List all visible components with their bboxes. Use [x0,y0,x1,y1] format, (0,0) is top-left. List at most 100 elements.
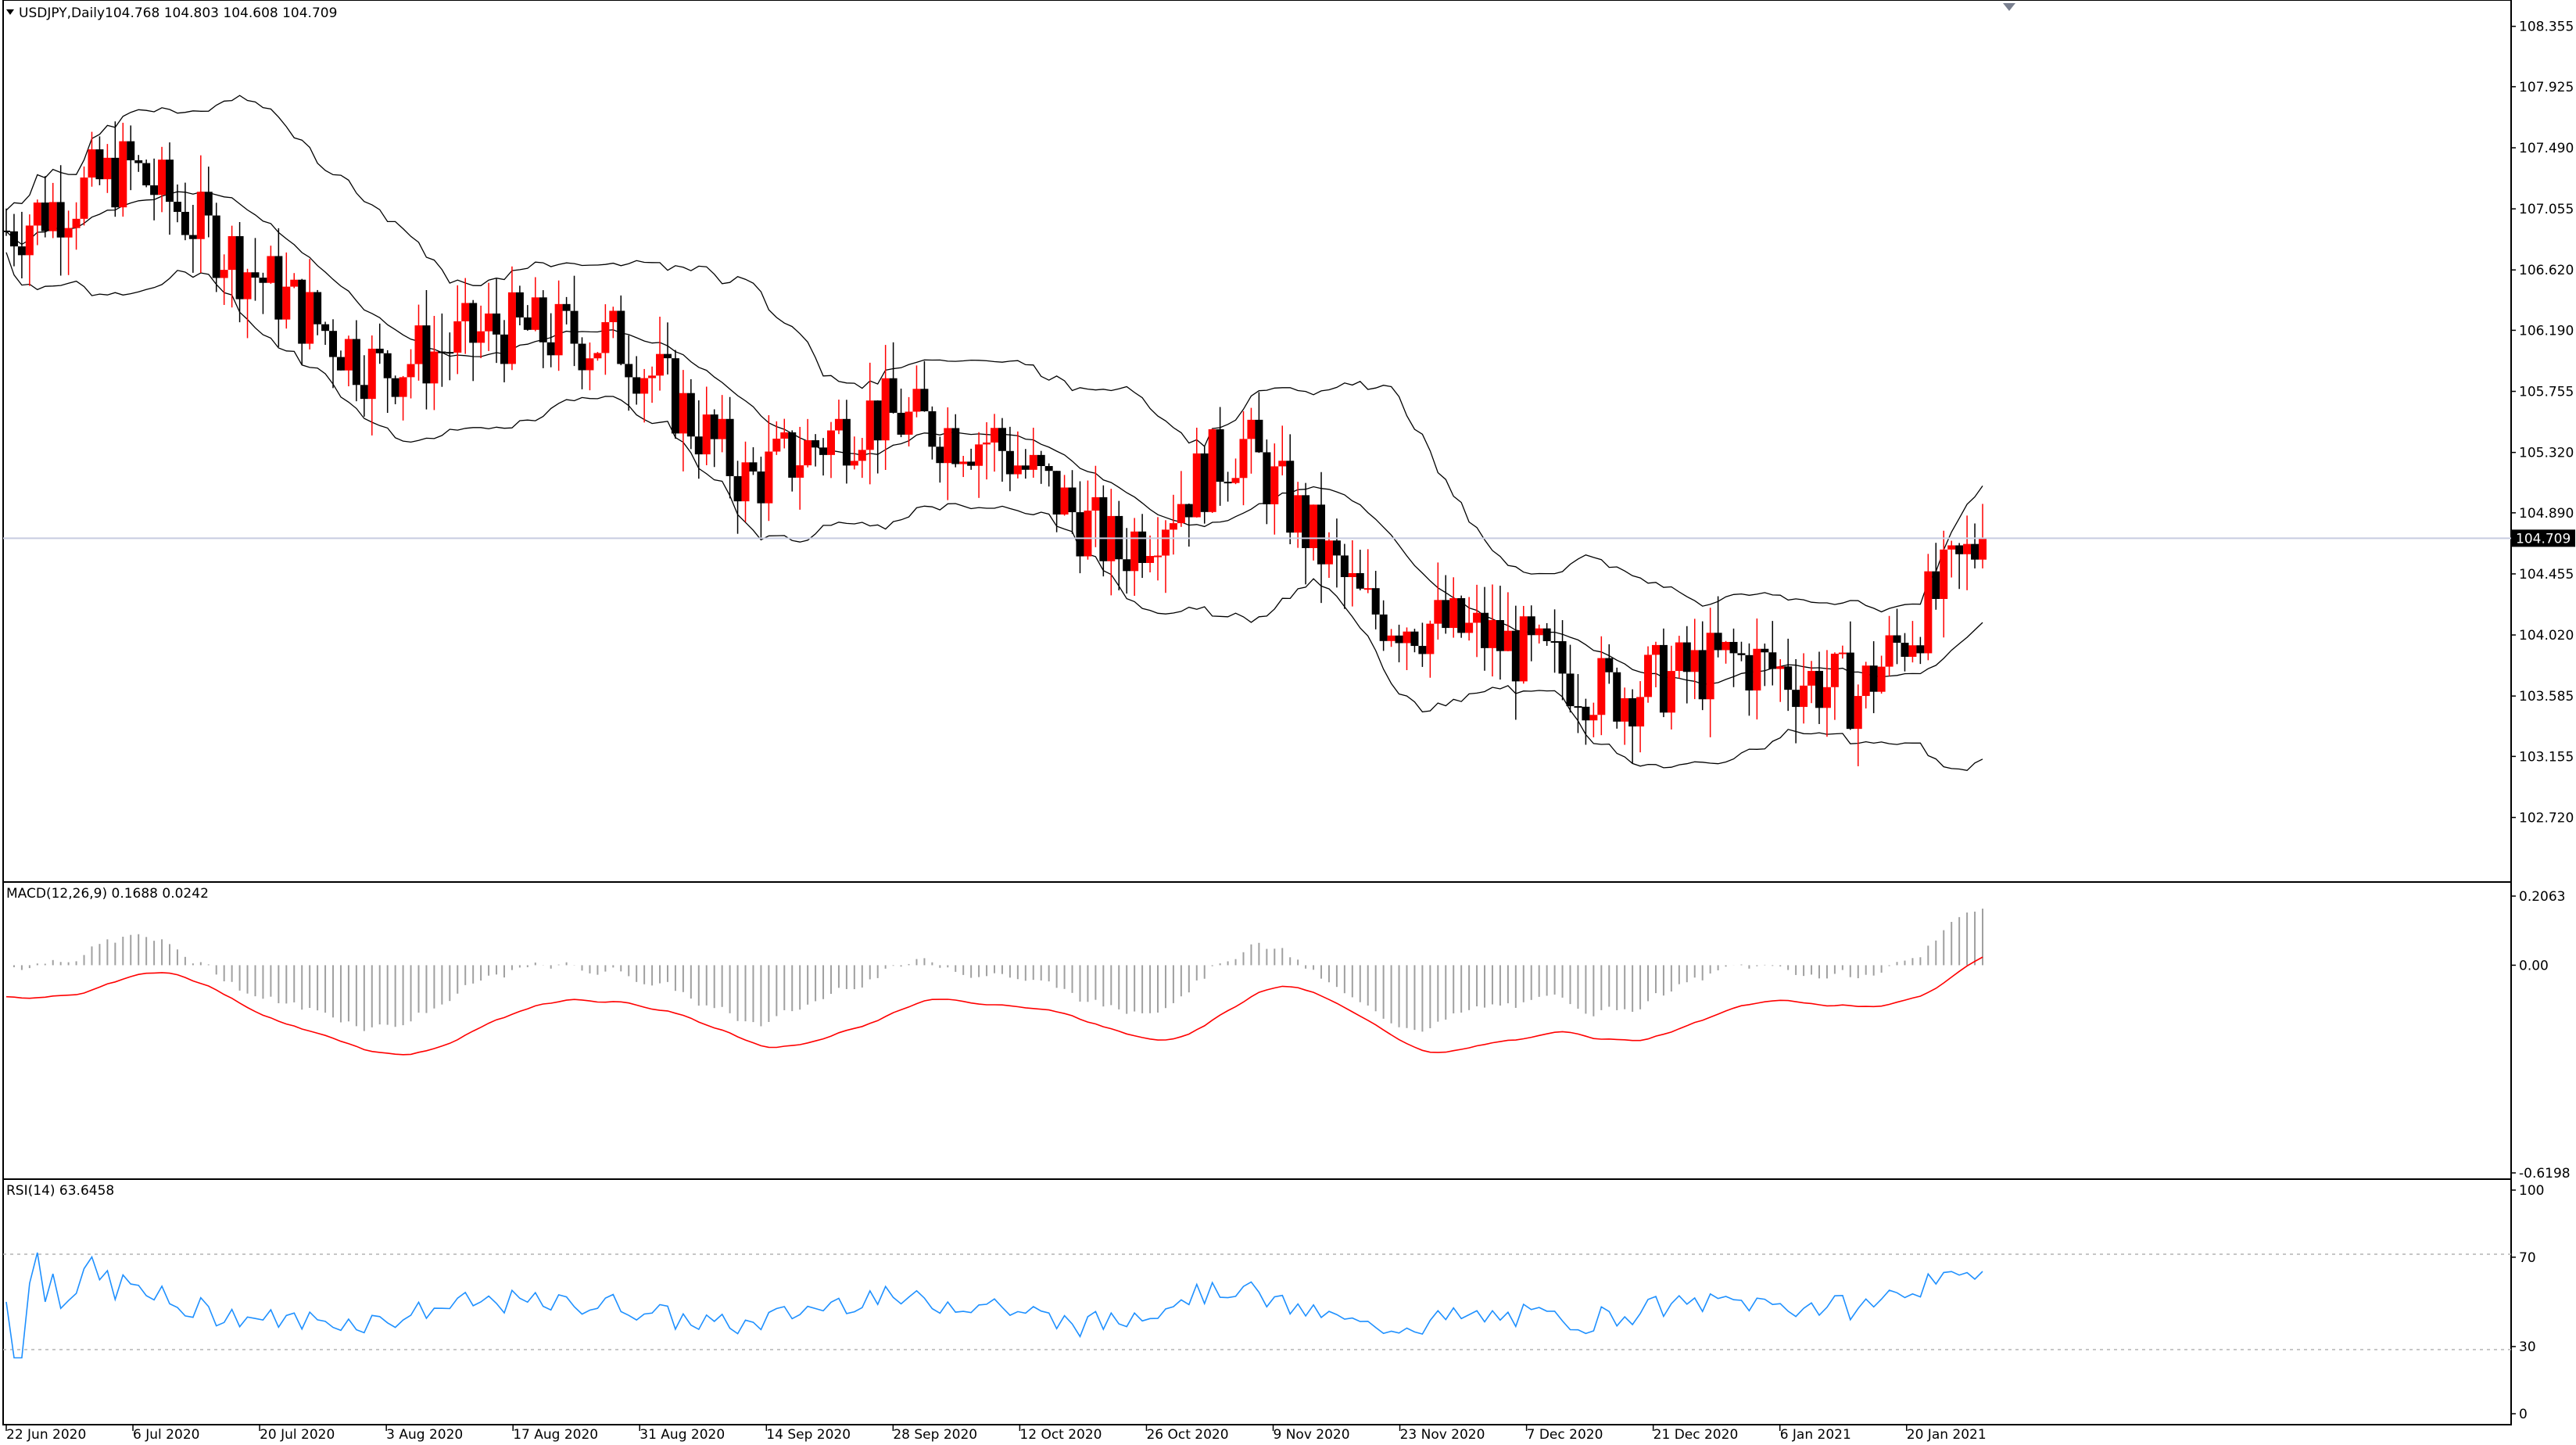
candle-body [826,430,835,455]
candle-body [507,292,516,364]
current-price-label: 104.709 [2516,531,2571,547]
candle-body [998,428,1006,451]
price-tick-label: 105.755 [2519,385,2574,400]
candle-body [1651,644,1660,655]
candle-body [1154,555,1163,558]
candle-body [1955,545,1964,554]
candle-body [204,192,213,216]
candle-body [1675,642,1683,672]
candle-body [399,377,407,397]
candle-body [570,310,579,344]
candle-body [306,292,314,344]
candle-body [1426,623,1435,654]
candle-body [17,246,26,256]
candle-body [554,303,563,356]
macd-label: MACD(12,26,9) 0.1688 0.0242 [6,886,209,902]
candle-body [1278,461,1287,467]
candle-body [625,364,633,378]
candle-body [1792,690,1800,708]
candle-body [1403,631,1411,644]
candle-body [1457,597,1466,633]
date-tick-label: 22 Jun 2020 [6,1427,86,1443]
candle-body [562,303,571,311]
date-tick-label: 28 Sep 2020 [893,1427,977,1443]
candle-body [9,231,18,247]
candle-body [375,348,384,353]
candle-body [111,157,120,208]
candle-body [414,325,423,364]
candle-body [1263,452,1271,504]
macd-histogram [13,909,1983,1032]
candle-body [640,378,649,394]
candle-body [656,353,665,376]
candle-body [1286,461,1295,533]
candle-body [1013,465,1022,475]
candle-body [453,321,462,353]
candle-body [220,270,228,278]
price-tick-label: 104.020 [2519,628,2574,644]
candle-body [422,325,431,384]
candle-body [804,440,812,466]
candle-body [1216,428,1224,482]
candle-body [1503,630,1512,651]
candle-body [1255,419,1263,453]
price-tick-label: 104.455 [2519,567,2574,583]
price-tick-label: 103.585 [2519,689,2574,705]
candle-body [765,451,773,504]
candle-body [1971,543,1979,560]
candle-body [290,279,299,287]
candle-body [1745,654,1754,691]
candle-body [1542,628,1551,641]
candle-body [1449,597,1458,629]
date-tick-label: 6 Jan 2021 [1780,1427,1851,1443]
candle-body [1348,572,1356,578]
candle-body [127,141,135,161]
chart-shift-marker-icon[interactable] [2003,3,2015,11]
candle-body [1737,653,1746,655]
candle-body [173,202,181,212]
candle-body [1869,665,1878,692]
candle-body [1465,622,1474,633]
candle-body [1192,453,1201,518]
rsi-tick-label: 30 [2519,1339,2536,1355]
candle-body [780,432,789,439]
candle-body [1558,641,1567,674]
candle-body [796,465,804,478]
candle-body [928,411,937,447]
candle-body [1473,612,1481,623]
candle-body [1621,697,1629,722]
price-tick-label: 106.190 [2519,323,2574,339]
candle-body [1768,652,1777,669]
candle-body [1815,671,1823,708]
candle-body [881,378,890,441]
candle-body [1527,616,1535,636]
candle-body [546,342,555,356]
candle-body [1519,616,1528,682]
price-axis: 108.355 107.925 107.490 107.055 106.620 106.1… [2511,20,2574,826]
candle-body [1224,482,1232,484]
candle-body [48,202,57,231]
price-tick-label: 107.055 [2519,202,2574,217]
candle-body [1916,645,1925,654]
candle-body [1714,633,1722,651]
chart-frame [2,0,2512,1425]
candle-body [1169,523,1177,530]
candle-body [772,438,781,452]
candle-body [1761,648,1769,653]
macd-axis: 0.2063 0.00 -0.6198 [2511,889,2571,1181]
candle-body [41,203,49,231]
price-tick-label: 104.890 [2519,506,2574,522]
date-tick-label: 7 Dec 2020 [1527,1427,1603,1443]
candle-body [1161,529,1170,556]
candle-body [360,385,368,400]
macd-signal-line [5,956,1983,1056]
candle-body [103,157,112,180]
symbol-menu-triangle-icon[interactable] [6,9,14,15]
candle-body [1005,450,1014,475]
candle-body [1146,556,1155,563]
candle-body [578,343,586,371]
candle-body [461,303,470,321]
candle-body [788,432,797,478]
price-tick-label: 103.155 [2519,749,2574,765]
candle-body [1582,706,1590,721]
